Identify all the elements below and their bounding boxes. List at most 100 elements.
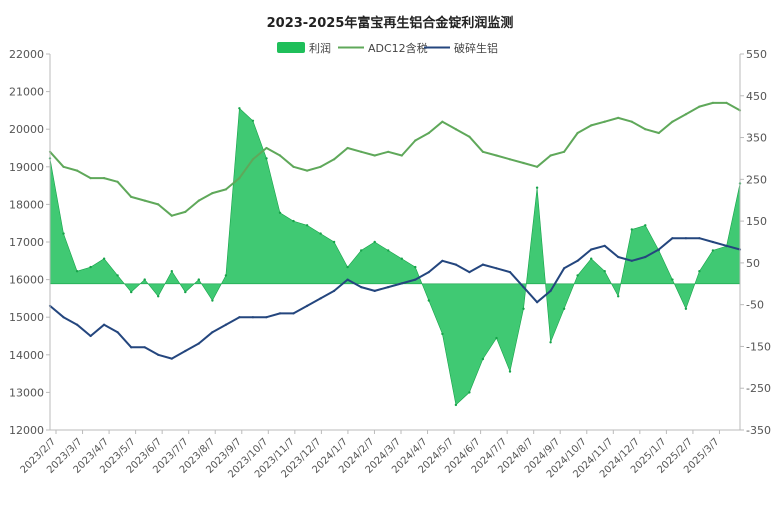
profit-point [400, 257, 403, 260]
scrap-point [238, 316, 241, 319]
y-right-tick-label: 550 [746, 48, 767, 61]
y-left-tick-label: 12000 [9, 424, 44, 437]
y-right-tick-label: -50 [746, 299, 764, 312]
adc12-point [319, 165, 322, 168]
profit-point [102, 257, 106, 260]
y-left-tick-label: 14000 [9, 349, 44, 362]
scrap-point [414, 278, 417, 281]
adc12-point [522, 161, 525, 165]
legend-item-profit[interactable]: 利润 [277, 41, 331, 55]
legend-label-profit: 利润 [309, 41, 331, 55]
y-right-tick-label: 350 [746, 132, 767, 145]
scrap-point [468, 271, 471, 274]
profit-point [170, 270, 173, 273]
scrap-point [76, 323, 79, 326]
adc12-point [238, 177, 241, 180]
scrap-point [211, 331, 214, 334]
scrap-point [711, 240, 715, 244]
adc12-point [292, 165, 295, 168]
y-right-tick-label: 250 [746, 173, 767, 186]
adc12-point [508, 158, 512, 161]
profit-point [360, 249, 363, 252]
scrap-point [387, 286, 390, 289]
adc12-point [143, 199, 146, 202]
adc12-point [224, 188, 227, 191]
profit-point [292, 219, 295, 223]
y-left-tick-label: 19000 [9, 161, 44, 174]
adc12-line [49, 101, 741, 217]
scrap-point [319, 297, 322, 300]
adc12-point [468, 135, 471, 138]
scrap-point [427, 271, 430, 274]
profit-point [130, 290, 133, 294]
profit-point [197, 278, 200, 281]
scrap-point [549, 289, 552, 292]
profit-point [305, 224, 309, 227]
legend[interactable]: 利润 ADC12含税 破碎生铝 [277, 41, 498, 55]
adc12-point [184, 210, 187, 213]
adc12-point [441, 120, 444, 123]
scrap-point [224, 323, 227, 326]
scrap-point [333, 289, 336, 292]
adc12-point [603, 120, 606, 123]
profit-point [603, 270, 606, 273]
scrap-point [630, 259, 633, 262]
profit-point [278, 211, 282, 214]
scrap-point [251, 316, 254, 319]
adc12-point [536, 165, 539, 168]
profit-point [319, 232, 322, 235]
profit-point [427, 299, 430, 302]
scrap-point [306, 304, 309, 307]
profit-point [414, 265, 417, 269]
profit-point [387, 249, 390, 252]
scrap-point [103, 323, 106, 326]
profit-point [617, 295, 620, 298]
scrap-point [278, 312, 282, 315]
scrap-point [157, 353, 160, 356]
adc12-point [306, 169, 309, 172]
profit-point [590, 257, 593, 260]
plot-area [48, 101, 742, 407]
adc12-point [251, 158, 254, 161]
legend-item-adc12[interactable]: ADC12含税 [338, 41, 428, 55]
scrap-point [62, 316, 65, 319]
profit-point [157, 295, 160, 298]
adc12-point [76, 169, 79, 172]
scrap-point [116, 331, 119, 334]
profit-point [75, 270, 79, 273]
scrap-point [576, 259, 579, 262]
adc12-point [617, 116, 620, 119]
profit-point [211, 299, 214, 302]
legend-item-scrap[interactable]: 破碎生铝 [424, 41, 498, 55]
scrap-point [563, 267, 566, 270]
profit-point [224, 274, 228, 277]
adc12-point [360, 150, 363, 153]
profit-point [89, 265, 92, 269]
scrap-point [89, 334, 92, 338]
adc12-point [563, 150, 566, 153]
profit-point [562, 307, 566, 310]
adc12-point [116, 180, 119, 183]
profit-point [468, 391, 471, 394]
scrap-point [481, 263, 484, 266]
scrap-point [698, 237, 701, 240]
profit-point [684, 307, 688, 310]
adc12-point [387, 150, 390, 153]
legend-label-scrap: 破碎生铝 [454, 41, 498, 55]
profit-point [671, 278, 674, 281]
profit-point [346, 265, 349, 269]
adc12-point [278, 154, 282, 157]
adc12-point [265, 146, 268, 150]
scrap-point [644, 255, 647, 259]
adc12-point [549, 154, 552, 157]
profit-point [184, 290, 187, 294]
profit-point [630, 228, 633, 231]
profit-point [116, 274, 119, 277]
scrap-point [360, 286, 363, 289]
adc12-point [711, 101, 715, 104]
y-left-tick-label: 22000 [9, 48, 44, 61]
adc12-point [89, 177, 92, 180]
scrap-point [590, 248, 593, 251]
adc12-point [684, 113, 688, 116]
